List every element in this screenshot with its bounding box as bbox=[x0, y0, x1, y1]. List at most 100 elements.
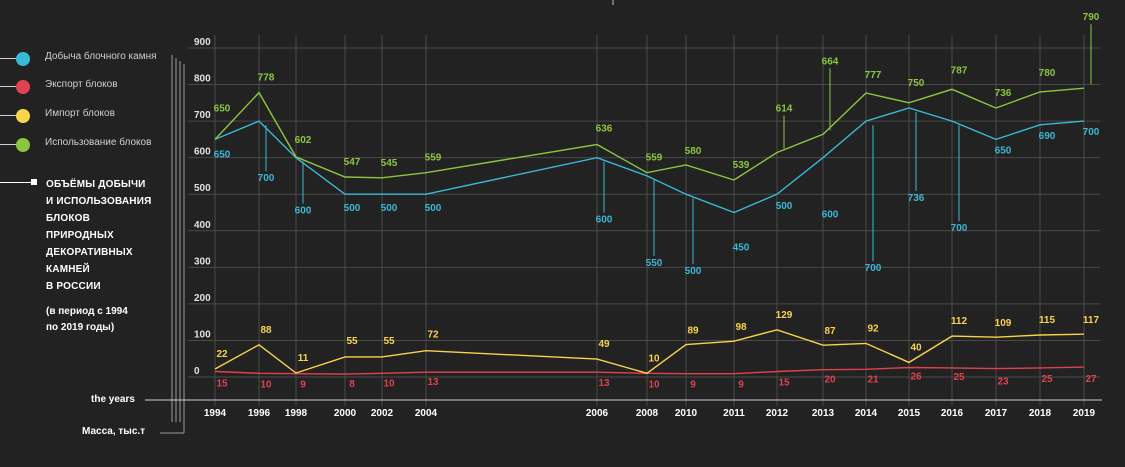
legend-dot-yellow-icon bbox=[16, 109, 30, 123]
data-label-usage: 636 bbox=[596, 124, 613, 135]
data-label-import: 88 bbox=[260, 325, 272, 336]
x-tick-label: 2016 bbox=[941, 408, 964, 419]
x-tick-label: 2008 bbox=[636, 408, 659, 419]
legend-label-import: Импорт блоков bbox=[45, 108, 115, 119]
data-label-import: 117 bbox=[1083, 315, 1100, 326]
chart-title: ОБЪЁМЫ ДОБЫЧИ И ИСПОЛЬЗОВАНИЯ БЛОКОВ ПРИ… bbox=[46, 176, 186, 295]
data-label-export: 26 bbox=[910, 371, 922, 382]
series-line bbox=[214, 329, 1085, 375]
data-label-export: 15 bbox=[778, 378, 790, 389]
legend-leader-line bbox=[0, 86, 20, 87]
legend-dot-blue-icon bbox=[16, 52, 30, 66]
data-label-usage: 602 bbox=[295, 135, 312, 146]
data-label-export: 8 bbox=[349, 379, 355, 390]
data-label-extraction: 650 bbox=[214, 149, 231, 160]
data-label-extraction: 500 bbox=[776, 201, 793, 212]
data-label-usage: 614 bbox=[776, 104, 793, 115]
data-label-extraction: 500 bbox=[344, 203, 361, 214]
x-tick-label: 2002 bbox=[371, 408, 394, 419]
data-label-export: 10 bbox=[383, 378, 395, 389]
title-line-5: ДЕКОРАТИВНЫХ bbox=[46, 247, 133, 258]
chart-subtitle: (в период с 1994 по 2019 годы) bbox=[46, 304, 186, 336]
data-label-import: 10 bbox=[648, 353, 660, 364]
data-label-import: 49 bbox=[598, 339, 610, 350]
data-label-import: 112 bbox=[951, 316, 968, 327]
data-label-import: 55 bbox=[383, 336, 395, 347]
title-line-4: ПРИРОДНЫХ bbox=[46, 230, 114, 241]
data-label-usage: 787 bbox=[951, 65, 968, 76]
series-line bbox=[214, 107, 1085, 214]
data-label-import: 87 bbox=[824, 326, 836, 337]
data-label-export: 20 bbox=[824, 375, 836, 386]
data-label-import: 92 bbox=[867, 323, 879, 334]
x-tick-label: 2011 bbox=[723, 408, 745, 419]
y-axis-label: Масса, тыс.т bbox=[82, 426, 146, 437]
y-tick-label: 700 bbox=[194, 110, 211, 121]
y-tick-label: 900 bbox=[194, 37, 211, 48]
title-line-6: КАМНЕЙ bbox=[46, 264, 90, 275]
data-label-usage: 777 bbox=[865, 70, 882, 81]
data-label-export: 10 bbox=[648, 379, 660, 390]
data-label-usage: 736 bbox=[995, 88, 1012, 99]
data-label-extraction: 650 bbox=[995, 145, 1012, 156]
title-bullet-icon bbox=[31, 179, 37, 185]
legend-dot-red-icon bbox=[16, 80, 30, 94]
x-tick-label: 2017 bbox=[985, 408, 1008, 419]
data-label-export: 9 bbox=[738, 380, 744, 391]
x-tick-label: 2010 bbox=[675, 408, 698, 419]
data-label-extraction: 600 bbox=[822, 210, 839, 221]
data-label-usage: 778 bbox=[258, 73, 275, 84]
data-label-extraction: 700 bbox=[1083, 127, 1100, 138]
data-label-extraction: 700 bbox=[865, 263, 882, 274]
data-label-extraction: 550 bbox=[646, 258, 663, 269]
data-label-export: 21 bbox=[867, 374, 879, 385]
data-label-import: 11 bbox=[298, 353, 309, 364]
data-label-export: 23 bbox=[997, 377, 1009, 388]
data-label-extraction: 500 bbox=[685, 266, 702, 277]
legend-leader-line bbox=[0, 115, 20, 116]
legend-label-export: Экспорт блоков bbox=[45, 79, 118, 90]
legend-leader-line bbox=[0, 144, 20, 145]
data-label-usage: 547 bbox=[344, 157, 361, 168]
data-label-extraction: 700 bbox=[258, 173, 275, 184]
data-label-import: 22 bbox=[216, 349, 228, 360]
data-label-usage: 780 bbox=[1039, 68, 1056, 79]
legend-label-extraction: Добыча блочного камня bbox=[45, 51, 157, 62]
data-label-import: 98 bbox=[735, 322, 747, 333]
data-label-usage: 650 bbox=[214, 103, 231, 114]
data-label-usage: 539 bbox=[733, 160, 750, 171]
data-label-export: 9 bbox=[300, 380, 306, 391]
data-label-usage: 559 bbox=[646, 153, 663, 164]
data-label-extraction: 500 bbox=[425, 203, 442, 214]
data-label-import: 72 bbox=[427, 330, 439, 341]
data-label-export: 15 bbox=[216, 379, 228, 390]
legend-leader-line bbox=[0, 58, 20, 59]
data-label-usage: 559 bbox=[425, 153, 442, 164]
data-label-import: 129 bbox=[776, 310, 793, 321]
series-line bbox=[214, 87, 1085, 181]
x-tick-label: 1998 bbox=[285, 408, 308, 419]
subtitle-line-1: (в период с 1994 bbox=[46, 306, 128, 317]
y-tick-label: 500 bbox=[194, 183, 211, 194]
legend-label-usage: Использование блоков bbox=[45, 137, 152, 148]
x-tick-label: 2004 bbox=[415, 408, 438, 419]
data-label-extraction: 690 bbox=[1039, 131, 1056, 142]
data-label-import: 115 bbox=[1039, 315, 1056, 326]
data-label-export: 13 bbox=[598, 378, 610, 389]
y-tick-label: 600 bbox=[194, 147, 211, 158]
subtitle-line-2: по 2019 годы) bbox=[46, 322, 115, 333]
x-tick-label: 2014 bbox=[855, 408, 878, 419]
x-axis-label: the years bbox=[91, 394, 135, 405]
y-tick-label: 0 bbox=[194, 366, 200, 377]
data-label-extraction: 500 bbox=[381, 203, 398, 214]
data-label-import: 40 bbox=[910, 342, 922, 353]
data-label-import: 89 bbox=[687, 325, 699, 336]
data-label-usage: 580 bbox=[685, 146, 702, 157]
x-tick-label: 2006 bbox=[586, 408, 609, 419]
x-tick-label: 2013 bbox=[812, 408, 835, 419]
data-label-export: 9 bbox=[690, 380, 696, 391]
x-tick-label: 1996 bbox=[248, 408, 271, 419]
y-tick-label: 100 bbox=[194, 329, 211, 340]
x-tick-label: 1994 bbox=[204, 408, 227, 419]
